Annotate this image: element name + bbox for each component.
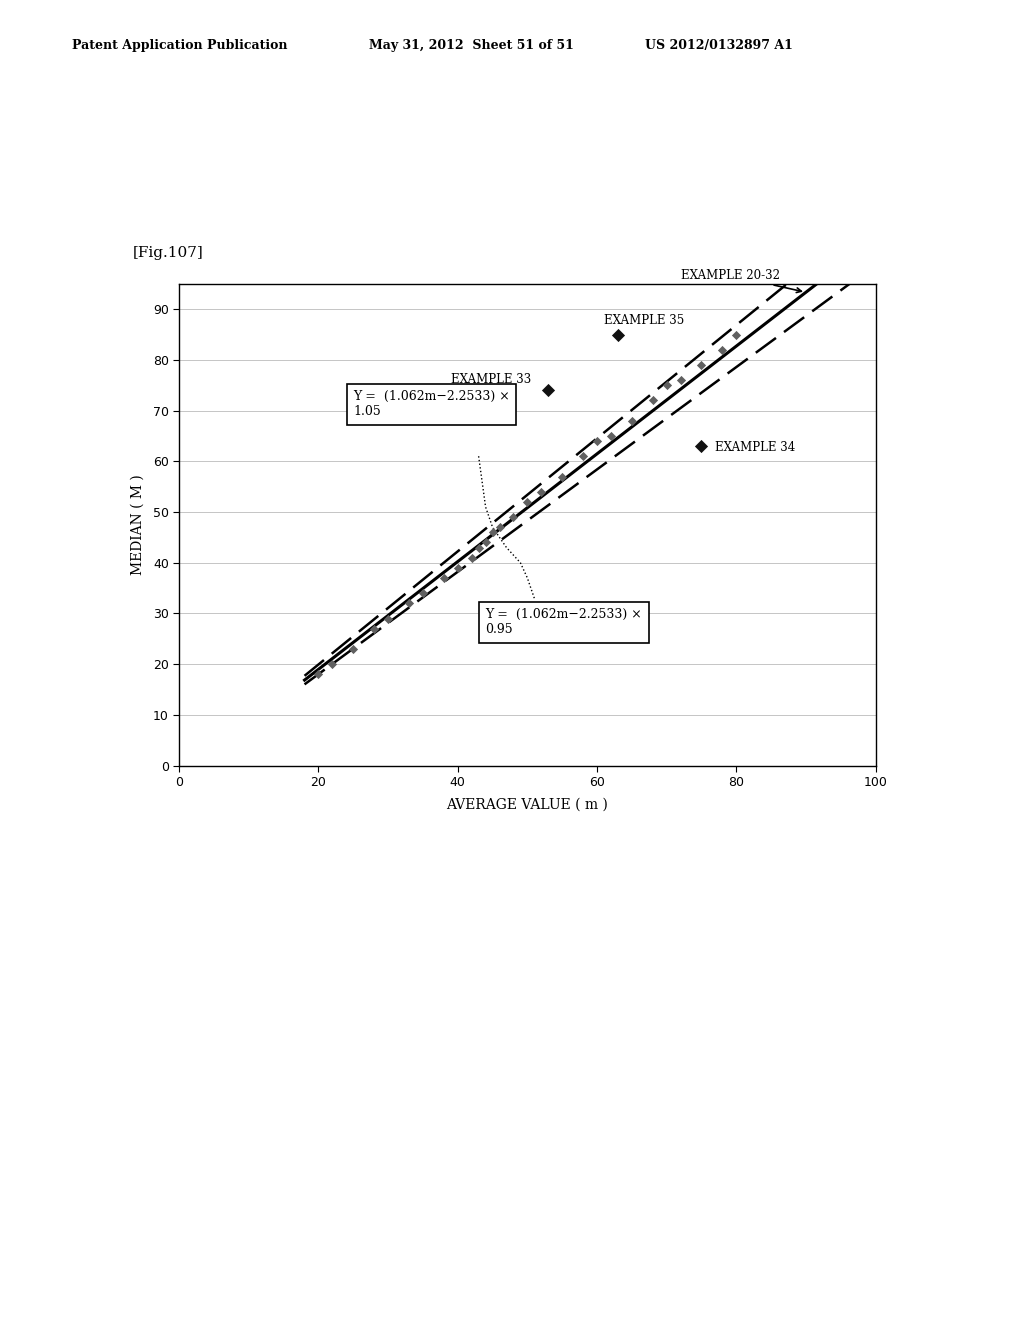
Text: EXAMPLE 33: EXAMPLE 33 xyxy=(451,372,531,385)
Point xyxy=(658,375,675,396)
Point xyxy=(554,466,570,487)
X-axis label: AVERAGE VALUE ( m ): AVERAGE VALUE ( m ) xyxy=(446,797,608,812)
Point xyxy=(484,521,501,543)
Text: EXAMPLE 35: EXAMPLE 35 xyxy=(604,314,684,327)
Point xyxy=(435,568,452,589)
Text: Patent Application Publication: Patent Application Publication xyxy=(72,38,287,51)
Text: Y =  (1.062m−2.2533) ×
1.05: Y = (1.062m−2.2533) × 1.05 xyxy=(353,391,510,418)
Point xyxy=(540,380,556,401)
Text: EXAMPLE 34: EXAMPLE 34 xyxy=(716,441,796,454)
Point xyxy=(380,609,396,630)
Point xyxy=(673,370,689,391)
Point xyxy=(310,664,327,685)
Point xyxy=(728,323,744,345)
Text: [Fig.107]: [Fig.107] xyxy=(133,247,204,260)
Point xyxy=(464,546,480,568)
Point xyxy=(624,411,640,432)
Point xyxy=(693,436,710,457)
Text: US 2012/0132897 A1: US 2012/0132897 A1 xyxy=(645,38,793,51)
Point xyxy=(325,653,341,675)
Point xyxy=(477,532,494,553)
Point xyxy=(603,425,620,446)
Point xyxy=(609,323,626,345)
Point xyxy=(450,557,466,578)
Point xyxy=(519,491,536,512)
Point xyxy=(574,446,591,467)
Point xyxy=(415,582,431,603)
Point xyxy=(400,593,417,614)
Y-axis label: MEDIAN ( M ): MEDIAN ( M ) xyxy=(130,474,144,576)
Text: EXAMPLE 20-32: EXAMPLE 20-32 xyxy=(681,269,802,293)
Point xyxy=(644,389,660,411)
Point xyxy=(534,482,550,503)
Point xyxy=(345,639,361,660)
Point xyxy=(693,354,710,375)
Point xyxy=(589,430,605,451)
Point xyxy=(492,516,508,537)
Point xyxy=(505,507,521,528)
Point xyxy=(470,537,486,558)
Point xyxy=(366,618,382,639)
Text: May 31, 2012  Sheet 51 of 51: May 31, 2012 Sheet 51 of 51 xyxy=(369,38,573,51)
Text: Y =  (1.062m−2.2533) ×
0.95: Y = (1.062m−2.2533) × 0.95 xyxy=(485,609,642,636)
Point xyxy=(714,339,730,360)
